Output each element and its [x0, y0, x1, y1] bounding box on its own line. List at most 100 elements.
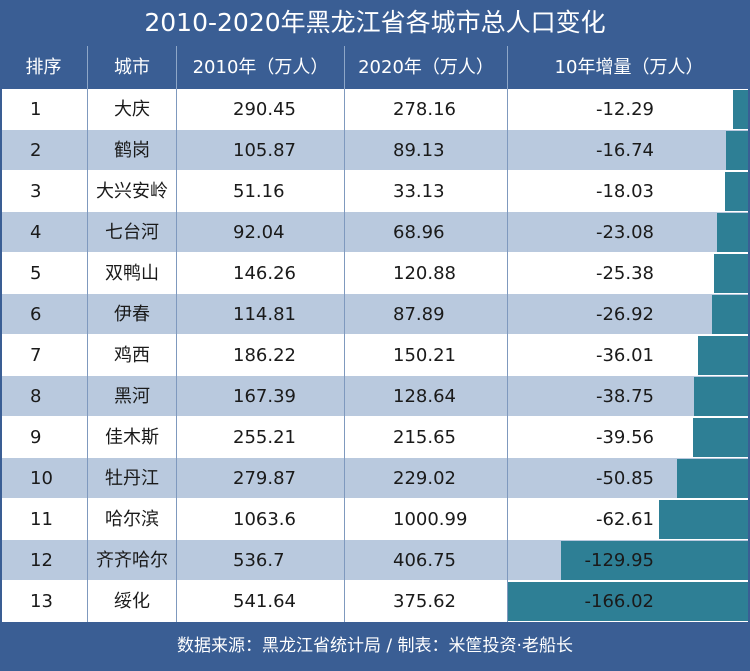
change-cell: -36.01	[507, 335, 750, 376]
city-cell: 鸡西	[87, 335, 176, 376]
change-bar	[698, 336, 750, 375]
change-cell: -39.56	[507, 417, 750, 458]
change-bar	[726, 131, 750, 170]
value-2020-cell: 68.96	[344, 212, 507, 253]
change-label: -16.74	[595, 140, 654, 161]
city-cell: 佳木斯	[87, 417, 176, 458]
city-cell: 大庆	[87, 89, 176, 130]
change-cell: -26.92	[507, 294, 750, 335]
value-2010-cell: 51.16	[176, 171, 344, 212]
change-cell: -50.85	[507, 458, 750, 499]
rank-cell: 12	[30, 550, 53, 571]
city-cell: 七台河	[87, 212, 176, 253]
value-2020-cell: 215.65	[344, 417, 507, 458]
change-label: -18.03	[595, 181, 654, 202]
change-bar	[717, 213, 750, 252]
city-cell: 黑河	[87, 376, 176, 417]
table-row: 2 鹤岗 105.87 89.13 -16.74	[0, 130, 750, 171]
table-row: 1 大庆 290.45 278.16 -12.29	[0, 89, 750, 130]
rank-cell: 10	[30, 468, 53, 489]
value-2010-cell: 255.21	[176, 417, 344, 458]
table-row: 5 双鸭山 146.26 120.88 -25.38	[0, 253, 750, 294]
value-2020-cell: 229.02	[344, 458, 507, 499]
table-body: 1 大庆 290.45 278.16 -12.29 2 鹤岗 105.87 89.13 -16.7…	[0, 89, 750, 622]
change-label: -129.95	[584, 550, 654, 571]
value-2020-cell: 406.75	[344, 540, 507, 581]
change-bar	[733, 90, 750, 129]
change-bar	[693, 418, 750, 457]
header-2020: 2020年（万人）	[344, 46, 507, 89]
page-title: 2010-2020年黑龙江省各城市总人口变化	[0, 0, 750, 46]
table-header: 排序 城市 2010年（万人） 2020年（万人） 10年增量（万人）	[0, 46, 750, 89]
change-cell: -18.03	[507, 171, 750, 212]
value-2010-cell: 279.87	[176, 458, 344, 499]
city-cell: 齐齐哈尔	[87, 540, 176, 581]
change-cell: -25.38	[507, 253, 750, 294]
rank-cell: 6	[30, 304, 42, 325]
change-cell: -166.02	[507, 581, 750, 622]
header-city: 城市	[87, 46, 176, 89]
change-cell: -38.75	[507, 376, 750, 417]
rank-cell: 4	[30, 222, 42, 243]
header-2010: 2010年（万人）	[176, 46, 344, 89]
table-row: 8 黑河 167.39 128.64 -38.75	[0, 376, 750, 417]
table-row: 3 大兴安岭 51.16 33.13 -18.03	[0, 171, 750, 212]
city-cell: 牡丹江	[87, 458, 176, 499]
value-2020-cell: 278.16	[344, 89, 507, 130]
value-2010-cell: 536.7	[176, 540, 344, 581]
change-cell: -129.95	[507, 540, 750, 581]
city-cell: 伊春	[87, 294, 176, 335]
change-bar	[561, 541, 750, 580]
change-label: -23.08	[595, 222, 654, 243]
change-bar	[677, 459, 750, 498]
value-2010-cell: 105.87	[176, 130, 344, 171]
change-label: -62.61	[595, 509, 654, 530]
table-row: 9 佳木斯 255.21 215.65 -39.56	[0, 417, 750, 458]
value-2020-cell: 120.88	[344, 253, 507, 294]
value-2010-cell: 114.81	[176, 294, 344, 335]
change-bar	[725, 172, 750, 211]
rank-cell: 3	[30, 181, 42, 202]
change-cell: -23.08	[507, 212, 750, 253]
value-2020-cell: 150.21	[344, 335, 507, 376]
table-row: 10 牡丹江 279.87 229.02 -50.85	[0, 458, 750, 499]
city-cell: 绥化	[87, 581, 176, 622]
city-cell: 哈尔滨	[87, 499, 176, 540]
table-row: 6 伊春 114.81 87.89 -26.92	[0, 294, 750, 335]
rank-cell: 9	[30, 427, 42, 448]
rank-cell: 11	[30, 509, 53, 530]
change-bar	[659, 500, 750, 539]
city-cell: 鹤岗	[87, 130, 176, 171]
header-rank: 排序	[25, 57, 62, 78]
change-label: -26.92	[595, 304, 654, 325]
change-label: -38.75	[595, 386, 654, 407]
change-label: -12.29	[595, 99, 654, 120]
change-bar	[694, 377, 750, 416]
value-2010-cell: 290.45	[176, 89, 344, 130]
change-label: -50.85	[595, 468, 654, 489]
change-bar	[714, 254, 750, 293]
table-row: 11 哈尔滨 1063.6 1000.99 -62.61	[0, 499, 750, 540]
change-cell: -12.29	[507, 89, 750, 130]
value-2020-cell: 128.64	[344, 376, 507, 417]
rank-cell: 7	[30, 345, 42, 366]
table-row: 13 绥化 541.64 375.62 -166.02	[0, 581, 750, 622]
rank-cell: 1	[30, 99, 42, 120]
value-2020-cell: 89.13	[344, 130, 507, 171]
table-row: 4 七台河 92.04 68.96 -23.08	[0, 212, 750, 253]
change-label: -166.02	[584, 591, 654, 612]
header-change: 10年增量（万人）	[507, 46, 750, 89]
table-row: 7 鸡西 186.22 150.21 -36.01	[0, 335, 750, 376]
change-label: -25.38	[595, 263, 654, 284]
city-cell: 双鸭山	[87, 253, 176, 294]
value-2010-cell: 1063.6	[176, 499, 344, 540]
value-2010-cell: 92.04	[176, 212, 344, 253]
change-cell: -62.61	[507, 499, 750, 540]
value-2010-cell: 167.39	[176, 376, 344, 417]
value-2010-cell: 146.26	[176, 253, 344, 294]
change-bar	[508, 582, 750, 621]
rank-cell: 8	[30, 386, 42, 407]
city-cell: 大兴安岭	[87, 171, 176, 212]
change-cell: -16.74	[507, 130, 750, 171]
value-2010-cell: 541.64	[176, 581, 344, 622]
